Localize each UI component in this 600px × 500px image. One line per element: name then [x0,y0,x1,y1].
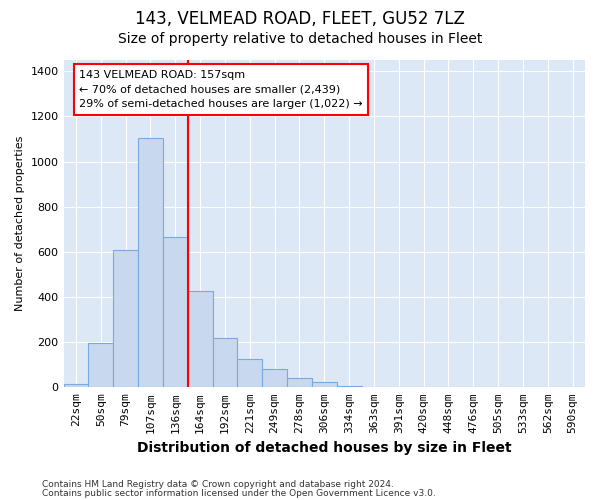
Bar [337,386,362,388]
Bar [312,382,337,388]
Text: Contains HM Land Registry data © Crown copyright and database right 2024.: Contains HM Land Registry data © Crown c… [42,480,394,489]
Bar [212,338,238,388]
Bar [113,250,138,388]
Text: Contains public sector information licensed under the Open Government Licence v3: Contains public sector information licen… [42,488,436,498]
Bar [138,138,163,388]
X-axis label: Distribution of detached houses by size in Fleet: Distribution of detached houses by size … [137,441,512,455]
Bar [287,378,312,388]
Bar [64,384,88,388]
Bar [238,359,262,388]
Bar [163,237,188,388]
Text: 143, VELMEAD ROAD, FLEET, GU52 7LZ: 143, VELMEAD ROAD, FLEET, GU52 7LZ [135,10,465,28]
Bar [188,292,212,388]
Y-axis label: Number of detached properties: Number of detached properties [15,136,25,312]
Bar [262,369,287,388]
Text: Size of property relative to detached houses in Fleet: Size of property relative to detached ho… [118,32,482,46]
Bar [88,344,113,388]
Text: 143 VELMEAD ROAD: 157sqm
← 70% of detached houses are smaller (2,439)
29% of sem: 143 VELMEAD ROAD: 157sqm ← 70% of detach… [79,70,363,110]
